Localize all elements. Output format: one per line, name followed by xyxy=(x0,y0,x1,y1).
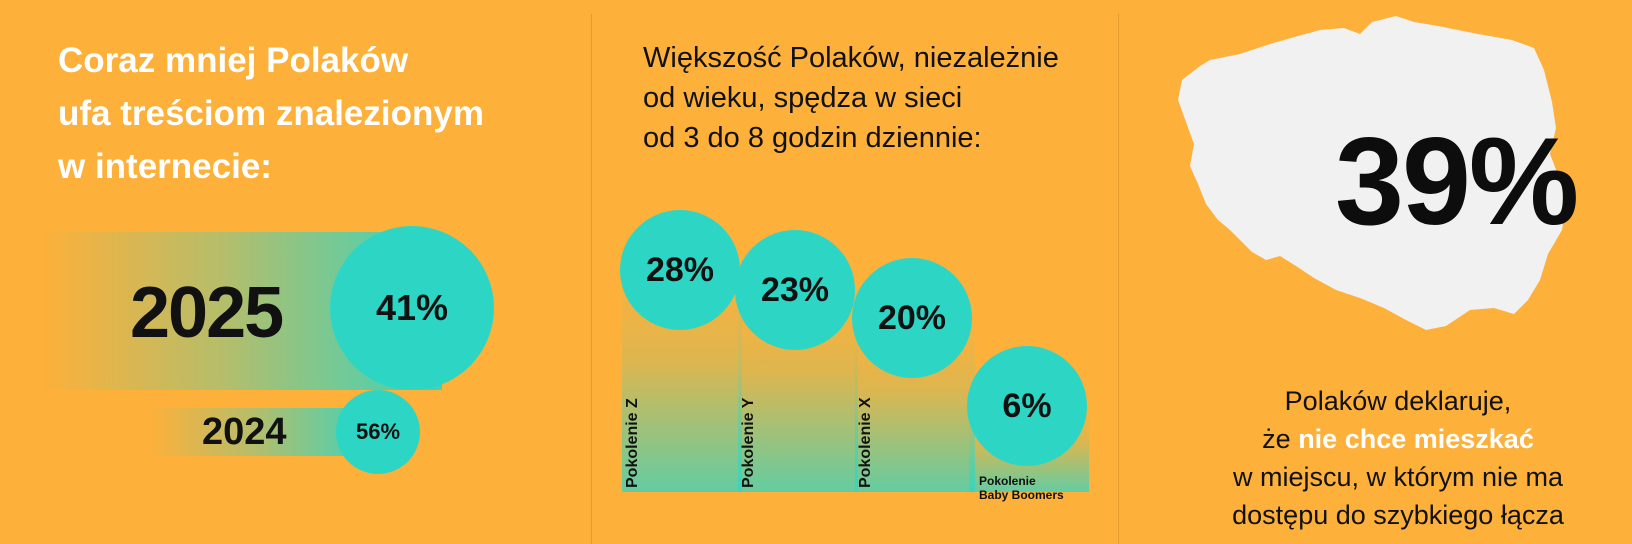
statement-line-2: że nie chce mieszkać xyxy=(1178,420,1618,458)
broadband-statement: Polaków deklaruje, że nie chce mieszkać … xyxy=(1178,382,1618,534)
trust-year-label: 2025 xyxy=(130,273,284,353)
trust-title-line-1: Coraz mniej Polaków xyxy=(58,41,409,80)
generation-label: Pokolenie X xyxy=(857,397,874,488)
trust-title-line-2: ufa treściom znalezionym xyxy=(58,94,484,133)
statement-line-1: Polaków deklaruje, xyxy=(1284,386,1512,416)
generation-label: Pokolenie Baby Boomers xyxy=(979,474,1064,502)
divider-left xyxy=(591,14,592,544)
online-time-title-line-2: od wieku, spędza w sieci xyxy=(643,82,963,114)
generation-value-circle: 23% xyxy=(735,230,855,350)
divider-right xyxy=(1118,14,1119,544)
online-time-title: Większość Polaków, niezależnie od wieku,… xyxy=(643,38,1163,158)
statement-highlight: nie chce mieszkać xyxy=(1298,424,1534,454)
generation-label: Pokolenie Z xyxy=(624,398,641,488)
trust-title-line-3: w internecie: xyxy=(58,147,272,186)
poland-map-icon xyxy=(1178,16,1566,330)
online-time-title-line-3: od 3 do 8 godzin dziennie: xyxy=(643,122,982,154)
trust-value-circle: 56% xyxy=(336,390,420,474)
generation-label-line-1: Pokolenie xyxy=(979,474,1036,488)
statement-line-2-prefix: że xyxy=(1262,424,1299,454)
generation-value-circle: 6% xyxy=(967,346,1087,466)
statement-line-4: dostępu do szybkiego łącza xyxy=(1232,500,1564,530)
generation-label-line-2: Baby Boomers xyxy=(979,488,1064,502)
trust-title: Coraz mniej Polaków ufa treściom znalezi… xyxy=(58,34,578,193)
online-time-title-line-1: Większość Polaków, niezależnie xyxy=(643,42,1059,74)
trust-value-circle: 41% xyxy=(330,226,494,390)
generation-label: Pokolenie Y xyxy=(740,397,757,488)
generation-value-circle: 20% xyxy=(852,258,972,378)
big-percentage: 39% xyxy=(1335,113,1579,251)
statement-line-3: w miejscu, w którym nie ma xyxy=(1232,462,1564,492)
generation-value-circle: 28% xyxy=(620,210,740,330)
trust-year-label: 2024 xyxy=(202,411,287,453)
